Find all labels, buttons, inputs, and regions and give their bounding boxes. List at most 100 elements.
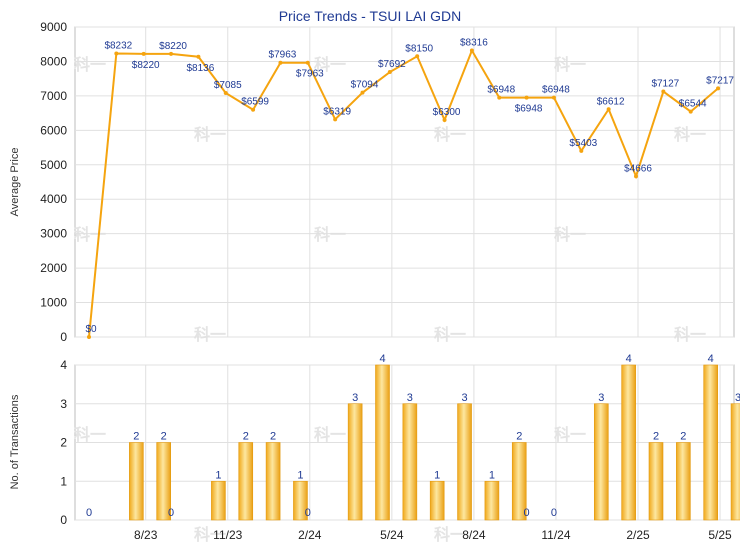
- transaction-count-label: 1: [215, 469, 221, 481]
- price-data-label: $7963: [296, 69, 324, 80]
- price-data-label: $7963: [269, 50, 297, 61]
- transaction-bar: [293, 480, 308, 521]
- price-point: [360, 90, 365, 95]
- watermark-text: 科一: [194, 125, 226, 144]
- transaction-count-label: 1: [434, 469, 440, 481]
- transaction-bar: [730, 403, 740, 521]
- price-data-label: $6599: [241, 97, 269, 108]
- watermark-text: 科一: [554, 225, 586, 244]
- transaction-bar: [648, 442, 664, 521]
- transaction-count-label: 2: [653, 431, 659, 443]
- price-data-label: $6948: [542, 85, 570, 96]
- transaction-bar: [211, 480, 226, 521]
- price-point: [579, 148, 584, 153]
- transaction-bar: [511, 442, 527, 521]
- price-data-label: $8232: [104, 40, 132, 51]
- price-point: [688, 109, 693, 114]
- transaction-bar: [129, 442, 144, 521]
- watermark-text: 科一: [74, 225, 106, 244]
- watermark-text: 科一: [674, 325, 706, 344]
- price-point: [141, 51, 146, 56]
- price-point: [442, 118, 447, 122]
- transactions-y-tick-label: 2: [60, 436, 67, 450]
- price-data-label: $7692: [378, 59, 406, 70]
- price-data-label: $0: [85, 324, 97, 335]
- price-point: [305, 60, 310, 65]
- price-point: [606, 107, 611, 112]
- transaction-count-label: 3: [461, 392, 467, 404]
- price-data-label: $6948: [515, 104, 543, 115]
- transactions-y-tick-label: 3: [60, 397, 67, 411]
- transaction-bar: [238, 442, 254, 521]
- transactions-y-tick-label: 1: [60, 474, 67, 488]
- price-point: [196, 54, 201, 59]
- price-data-label: $6948: [487, 85, 515, 96]
- watermark-text: 科一: [674, 125, 706, 144]
- transaction-count-label: 4: [626, 353, 632, 365]
- transaction-count-label: 3: [407, 392, 413, 404]
- price-point: [634, 174, 638, 179]
- x-tick-label: 11/24: [541, 528, 570, 542]
- x-tick-label: 5/25: [708, 528, 732, 542]
- transaction-count-label: 2: [161, 431, 167, 443]
- price-data-label: $7127: [651, 79, 679, 90]
- transaction-bar: [703, 364, 719, 521]
- transaction-count-label: 4: [379, 353, 385, 365]
- transaction-count-label: 0: [305, 507, 311, 519]
- x-tick-label: 2/24: [298, 528, 322, 542]
- x-tick-label: 11/23: [213, 528, 242, 542]
- price-point: [169, 51, 174, 56]
- watermark-text: 科一: [554, 55, 586, 74]
- price-data-label: $8220: [159, 41, 187, 52]
- watermark-text: 科一: [434, 125, 466, 144]
- price-point: [551, 95, 556, 100]
- label-layer: 0100020003000400050006000700080009000012…: [40, 20, 740, 542]
- price-point: [114, 51, 119, 56]
- price-data-label: $7094: [351, 80, 379, 91]
- transactions-y-tick-label: 0: [60, 513, 67, 527]
- watermark-text: 科一: [194, 525, 226, 544]
- price-data-label: $6300: [433, 107, 461, 118]
- price-point: [469, 48, 474, 53]
- transaction-bar: [402, 403, 418, 521]
- transaction-bar: [676, 442, 691, 521]
- transaction-bar: [429, 480, 445, 521]
- price-point: [387, 70, 392, 75]
- transaction-count-label: 4: [708, 353, 714, 365]
- price-point: [333, 117, 338, 122]
- price-y-tick-label: 7000: [40, 89, 67, 103]
- chart-title: Price Trends - TSUI LAI GDN: [279, 8, 462, 24]
- watermark-text: 科一: [434, 325, 466, 344]
- transaction-bar: [265, 442, 281, 521]
- transaction-count-label: 0: [86, 507, 92, 519]
- transaction-count-label: 0: [524, 507, 530, 519]
- price-data-label: $8150: [405, 43, 433, 54]
- price-point: [278, 60, 283, 65]
- x-tick-label: 8/23: [134, 528, 158, 542]
- transaction-count-label: 3: [598, 392, 604, 404]
- price-y-tick-label: 3000: [40, 227, 67, 241]
- transaction-count-label: 1: [297, 469, 303, 481]
- transaction-count-label: 2: [133, 431, 139, 443]
- transaction-count-label: 2: [270, 431, 276, 443]
- transaction-bar: [375, 364, 390, 521]
- watermark-text: 科一: [314, 225, 346, 244]
- transaction-count-label: 3: [735, 392, 740, 404]
- marks-layer: [87, 48, 740, 521]
- price-point: [251, 107, 256, 112]
- transaction-bar: [457, 403, 472, 521]
- watermark-text: 科一: [314, 425, 346, 444]
- watermark-text: 科一: [194, 325, 226, 344]
- transaction-count-label: 2: [516, 431, 522, 443]
- transaction-count-label: 2: [680, 431, 686, 443]
- watermark-text: 科一: [314, 55, 346, 74]
- price-data-label: $8136: [186, 63, 214, 74]
- price-data-label: $5403: [569, 138, 597, 149]
- price-point: [497, 95, 502, 100]
- transaction-bar: [484, 480, 500, 521]
- price-data-label: $8220: [132, 60, 160, 71]
- price-y-tick-label: 1000: [40, 296, 67, 310]
- x-tick-label: 8/24: [462, 528, 486, 542]
